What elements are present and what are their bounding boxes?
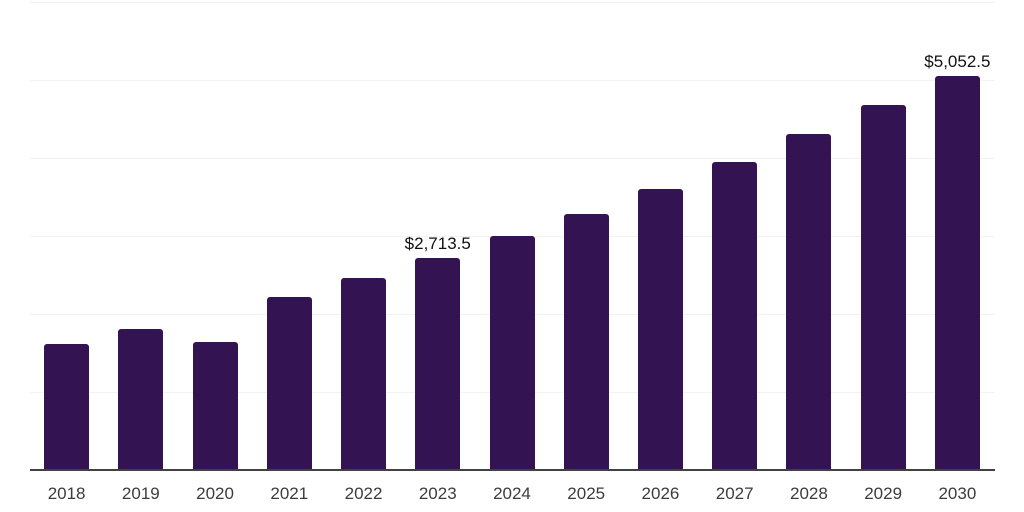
bar-2018	[44, 344, 90, 470]
x-axis-line	[29, 469, 995, 471]
bar-2022	[341, 277, 387, 470]
x-tick-2023: 2023	[418, 484, 457, 503]
x-tick-2030: 2030	[938, 484, 977, 503]
bar-2020	[192, 341, 238, 470]
x-tick-2025: 2025	[567, 484, 606, 503]
gridline-6000	[29, 1, 995, 3]
x-tick-2029: 2029	[864, 484, 903, 503]
x-tick-2026: 2026	[641, 484, 680, 503]
x-tick-2024: 2024	[493, 484, 531, 503]
bar-2029	[860, 105, 906, 470]
gridline-5000	[29, 79, 995, 81]
x-tick-2020: 2020	[196, 484, 234, 503]
bar-2019	[118, 329, 164, 470]
x-tick-2022: 2022	[344, 484, 383, 503]
bar-2023	[415, 258, 461, 470]
bar-2025	[563, 213, 609, 470]
bar-2021	[266, 296, 312, 470]
bar-2030	[934, 75, 980, 470]
x-tick-2028: 2028	[789, 484, 828, 503]
x-tick-2018: 2018	[47, 484, 86, 503]
bar-2028	[786, 133, 832, 470]
x-tick-2027: 2027	[715, 484, 754, 503]
gridline-4000	[29, 157, 995, 159]
x-tick-2019: 2019	[121, 484, 160, 503]
bar-2027	[712, 162, 758, 470]
x-tick-2021: 2021	[270, 484, 309, 503]
value-label-2023: $2,713.5	[404, 234, 471, 254]
bar-2024	[489, 235, 535, 470]
value-label-2030: $5,052.5	[924, 51, 991, 71]
bar-2026	[637, 188, 683, 470]
